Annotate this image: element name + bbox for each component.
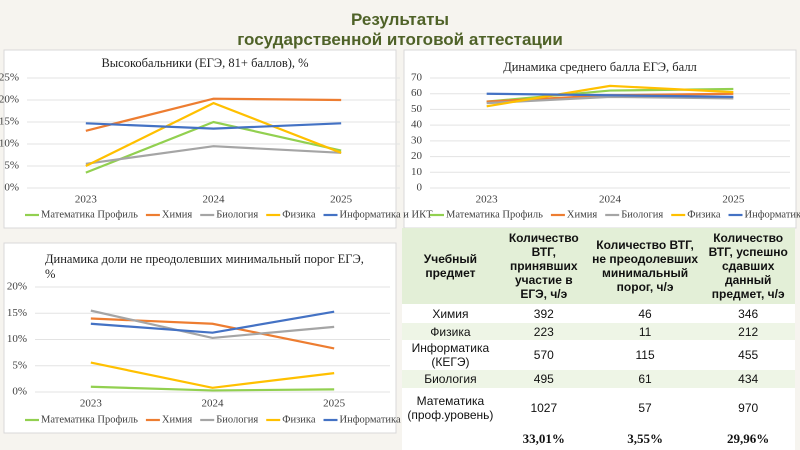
series-line	[90, 310, 335, 334]
table-cell: 970	[701, 388, 795, 428]
series-line	[90, 309, 335, 340]
series-line	[85, 122, 342, 130]
table-row: Химия 392 46 346	[402, 304, 795, 323]
table-cell: 495	[498, 370, 589, 388]
x-tick-label: 2024	[599, 194, 622, 206]
x-tick-label: 2025	[330, 194, 353, 206]
table-cell: Информатика (КЕГЭ)	[402, 340, 499, 370]
table-row: Физика 223 11 212	[402, 323, 795, 340]
table-cell: 392	[498, 304, 589, 323]
table-cell: 455	[701, 340, 795, 370]
y-tick-label: 10%	[0, 138, 19, 150]
legend-label: Химия	[162, 209, 192, 220]
y-tick-label: 5%	[12, 359, 27, 371]
y-tick-label: 15%	[0, 116, 19, 128]
legend-label: Биология	[216, 414, 258, 425]
legend-label: Физика	[687, 209, 721, 220]
footer-cell	[402, 428, 499, 450]
y-tick-label: 10%	[7, 333, 27, 345]
chart-title: Высокобальники (ЕГЭ, 81+ баллов), %	[101, 56, 309, 70]
table-cell: 212	[701, 323, 795, 340]
legend-label: Математика Профиль	[41, 209, 138, 220]
table-cell: 115	[588, 340, 702, 370]
table-row: Информатика (КЕГЭ) 570 115 455	[402, 340, 795, 370]
y-tick-label: 20%	[7, 281, 27, 293]
slide-title: государственной итоговой аттестации	[237, 30, 563, 49]
table-cell: Биология	[402, 370, 499, 388]
series-line	[90, 385, 335, 392]
table-cell: Физика	[402, 323, 499, 340]
slide-title: Результаты	[350, 10, 449, 29]
y-tick-label: 10	[411, 166, 423, 178]
y-tick-label: 20	[411, 150, 423, 162]
table-row: Математика (проф.уровень) 1027 57 970	[402, 388, 795, 428]
y-tick-label: 0%	[12, 386, 27, 398]
table-cell: 434	[701, 370, 795, 388]
y-tick-label: 5%	[4, 160, 19, 172]
y-tick-label: 25%	[0, 72, 19, 84]
x-tick-label: 2023	[75, 194, 98, 206]
table-cell: 570	[498, 340, 589, 370]
legend-label: Информатика и ИКТ	[340, 414, 434, 425]
legend-label: Химия	[567, 209, 597, 220]
x-tick-label: 2025	[722, 194, 745, 206]
series-line	[486, 84, 734, 108]
chart-title: Динамика доли не преодолевших минимальны…	[45, 252, 364, 281]
legend-label: Химия	[162, 414, 192, 425]
legend-label: Физика	[282, 414, 316, 425]
table-cell: 61	[588, 370, 702, 388]
series-line	[486, 95, 734, 105]
table-cell: 11	[588, 323, 702, 340]
series-line	[90, 361, 335, 389]
y-tick-label: 20%	[0, 94, 19, 106]
legend-label: Биология	[216, 209, 258, 220]
table-cell: 223	[498, 323, 589, 340]
table-row: Биология 495 61 434	[402, 370, 795, 388]
y-tick-label: 15%	[7, 307, 27, 319]
table-cell: 57	[588, 388, 702, 428]
x-tick-label: 2023	[476, 194, 499, 206]
y-tick-label: 70	[411, 72, 423, 84]
y-tick-label: 0%	[4, 182, 19, 194]
series-line	[85, 145, 342, 165]
x-tick-label: 2024	[202, 398, 225, 410]
legend-label: Математика Профиль	[446, 209, 543, 220]
x-tick-label: 2023	[80, 398, 103, 410]
header-cell: Количество ВТГ, успешно сдавших данный п…	[701, 228, 795, 304]
y-tick-label: 40	[411, 119, 423, 131]
chart-box	[403, 49, 797, 229]
series-line	[85, 101, 342, 167]
footer-cell: 33,01%	[498, 428, 589, 450]
y-tick-label: 60	[411, 87, 423, 99]
legend-label: Биология	[621, 209, 663, 220]
chart-title: Динамика среднего балла ЕГЭ, балл	[503, 60, 697, 74]
y-tick-label: 50	[411, 103, 423, 115]
table-cell: Математика (проф.уровень)	[402, 388, 499, 428]
y-tick-label: 0	[417, 182, 423, 194]
series-line	[486, 92, 734, 98]
chart-box	[3, 242, 397, 434]
legend-label: Информатика и ИКТ	[745, 209, 800, 220]
x-tick-label: 2024	[203, 194, 226, 206]
footer-cell: 29,96%	[701, 428, 795, 450]
header-cell: Учебный предмет	[402, 228, 499, 304]
table-cell: 1027	[498, 388, 589, 428]
x-tick-label: 2025	[323, 398, 346, 410]
legend-label: Математика Профиль	[41, 414, 138, 425]
table-cell: 46	[588, 304, 702, 323]
header-cell: Количество ВТГ, не преодолевших минималь…	[588, 228, 702, 304]
footer-cell: 3,55%	[588, 428, 702, 450]
legend-label: Физика	[282, 209, 316, 220]
header-cell: Количество ВТГ, принявших участие в ЕГЭ,…	[498, 228, 589, 304]
legend-label: Информатика и ИКТ	[340, 209, 434, 220]
series-line	[85, 120, 342, 174]
chart-box	[3, 49, 397, 229]
series-line	[85, 97, 342, 132]
y-tick-label: 30	[411, 134, 423, 146]
results-table: Учебный предмет Количество ВТГ, принявших…	[402, 228, 795, 450]
table-cell: Химия	[402, 304, 499, 323]
table-cell: 346	[701, 304, 795, 323]
